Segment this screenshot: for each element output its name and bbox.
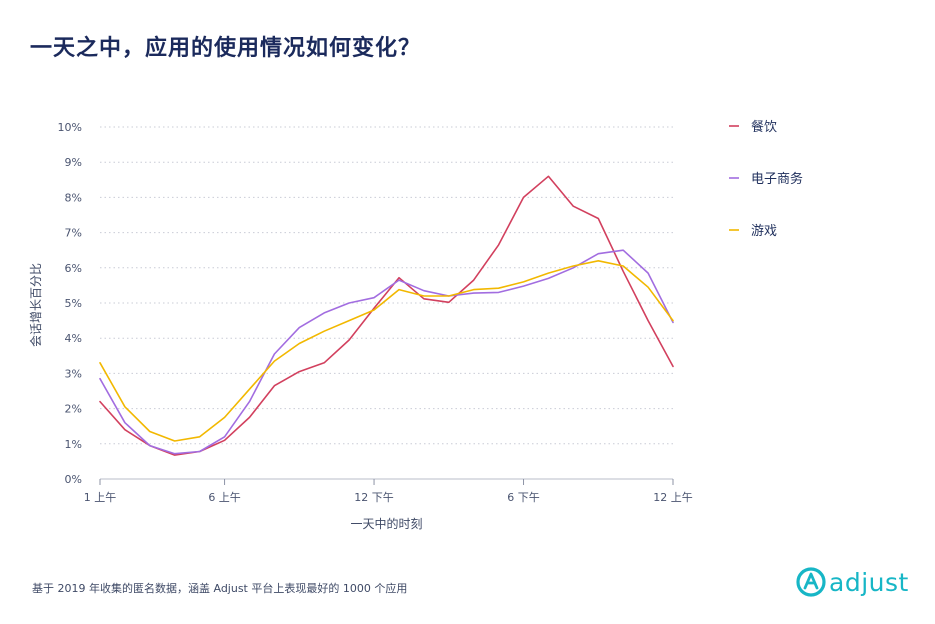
y-tick-label: 8% — [65, 191, 82, 204]
legend-label: 游戏 — [751, 224, 777, 239]
x-axis-title: 一天中的时刻 — [350, 516, 422, 531]
y-axis-ticks: 0% 1% 2% 3% 4% 5% 6% 7% 8% 9% 10% — [58, 121, 82, 486]
chart-title: 一天之中，应用的使用情况如何变化？ — [30, 36, 422, 61]
brand-logo: adjust — [795, 566, 909, 598]
grid — [100, 126, 673, 480]
y-tick-label: 3% — [65, 367, 82, 380]
y-tick-label: 0% — [65, 473, 82, 486]
y-tick-label: 4% — [65, 332, 82, 345]
adjust-logo-icon — [796, 567, 826, 597]
y-tick-label: 9% — [65, 156, 82, 169]
legend-label: 餐饮 — [751, 119, 777, 135]
y-tick-label: 1% — [65, 438, 82, 451]
x-tick-label: 6 上午 — [208, 491, 241, 504]
x-tick-label: 1 上午 — [84, 491, 117, 504]
y-axis-title: 会话增长百分比 — [29, 263, 43, 347]
series-lines — [99, 175, 674, 456]
x-tick-label: 12 下午 — [354, 491, 394, 504]
brand-name: adjust — [829, 567, 909, 597]
y-tick-label: 7% — [65, 227, 82, 240]
x-tick-label: 6 下午 — [507, 491, 540, 504]
x-tick-label: 12 上午 — [653, 491, 693, 504]
series-line-2 — [99, 249, 674, 455]
y-tick-label: 10% — [58, 121, 82, 134]
series-line-3 — [99, 259, 674, 442]
y-tick-label: 2% — [65, 403, 82, 416]
series-line-1 — [99, 175, 674, 456]
y-tick-label: 6% — [65, 262, 82, 275]
legend-label: 电子商务 — [751, 171, 803, 187]
footnote: 基于 2019 年收集的匿名数据，涵盖 Adjust 平台上表现最好的 1000… — [32, 582, 408, 595]
x-axis-ticks: 1 上午 6 上午 12 下午 6 下午 12 上午 — [84, 479, 693, 504]
y-tick-label: 5% — [65, 297, 82, 310]
